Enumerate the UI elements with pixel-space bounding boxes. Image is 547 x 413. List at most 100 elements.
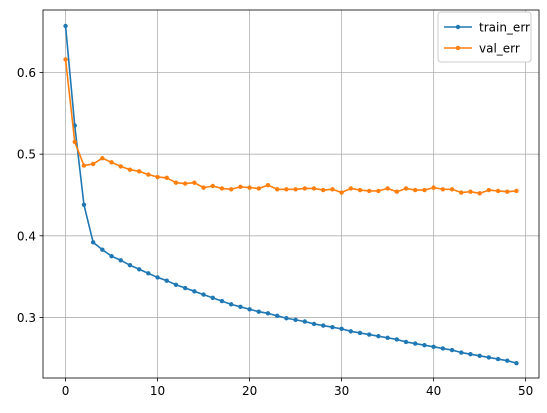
data-point [376,188,381,194]
data-point [330,325,335,330]
data-point [477,353,482,358]
data-point [477,191,482,196]
legend: train_err val_err [437,11,532,63]
data-point [495,188,501,194]
data-point [413,187,418,193]
data-point [449,187,455,192]
data-point [118,164,123,169]
y-tick-label: 0.5 [17,148,36,162]
plot-area-frame [42,9,540,379]
data-point [192,180,197,185]
data-point [81,202,87,207]
data-point [514,188,519,194]
data-point [302,319,308,324]
data-point [486,355,492,360]
data-point [109,160,114,165]
data-point [302,186,308,191]
series-group [63,23,519,366]
data-point [100,156,105,161]
x-tick-label: 20 [242,384,257,398]
data-point [210,183,215,189]
data-point [228,187,234,192]
data-point [505,358,510,363]
data-point [201,292,206,297]
x-tick-label: 40 [426,384,441,398]
data-point [219,298,225,304]
data-point [136,267,142,272]
data-point [118,258,123,263]
data-point [348,186,354,191]
data-point [431,344,436,350]
data-point [413,341,418,346]
data-point [228,302,234,307]
data-point [403,186,409,191]
data-point [136,169,142,174]
series-line [64,25,517,364]
data-point [72,139,77,145]
series-train-err [63,23,519,366]
axis-ticks: 0 10 20 30 40 50 0.3 0.4 0.5 0.6 [17,66,533,398]
legend-box [437,11,532,63]
data-point [440,346,446,351]
data-point [63,57,68,62]
data-point [127,167,133,172]
data-point [357,330,363,336]
legend-label: train_err [479,21,530,35]
data-point [247,307,252,312]
data-point [422,187,427,193]
data-point [284,316,289,321]
data-point [238,184,243,190]
data-point [173,180,179,185]
data-point [265,311,271,316]
x-tick-label: 10 [150,384,165,398]
x-tick-label: 0 [62,384,70,398]
data-point [256,309,261,314]
data-point [376,334,381,339]
data-point [330,187,335,192]
data-point [468,351,473,357]
data-point [311,186,317,191]
data-point [367,188,372,194]
data-point [321,187,326,193]
data-point [394,337,400,342]
legend-label: val_err [479,42,520,56]
data-point [311,321,317,327]
data-point [357,187,363,193]
data-point [146,172,151,177]
y-tick-label: 0.6 [17,66,36,80]
data-point [440,187,446,192]
data-point [385,335,390,341]
data-point [219,186,225,191]
data-point [422,342,427,348]
data-point [367,332,372,337]
data-point [449,347,455,353]
data-point [293,187,298,192]
data-point [164,278,169,283]
data-point [431,185,436,190]
data-point [394,189,400,194]
data-point [403,339,409,345]
data-point [238,304,243,310]
data-point [256,186,261,191]
y-tick-label: 0.3 [17,311,36,325]
series-val-err [63,57,519,196]
grid [43,10,539,378]
x-tick-label: 50 [518,384,533,398]
data-point [90,240,96,245]
data-point [293,317,298,323]
data-point [468,189,473,194]
data-point [155,275,160,280]
legend-marker [455,45,461,51]
data-point [321,323,326,328]
data-point [182,181,188,186]
data-point [100,247,105,252]
data-point [339,326,344,332]
data-point [265,182,271,188]
data-point [274,187,280,192]
data-point [173,282,179,287]
data-point [514,360,519,366]
data-point [495,356,501,362]
data-point [284,187,289,192]
series-line [64,59,517,195]
